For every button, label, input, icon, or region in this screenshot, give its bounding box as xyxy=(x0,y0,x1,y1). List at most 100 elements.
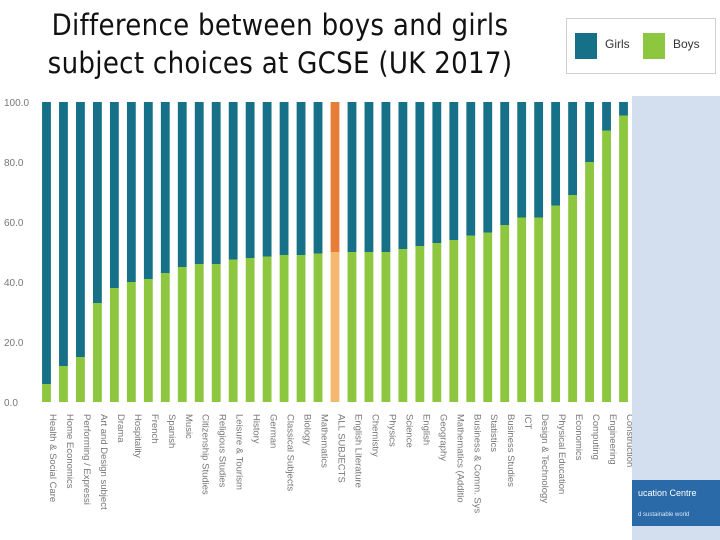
x-tick-label: Citizenship Studies xyxy=(200,414,211,495)
bar-boys xyxy=(551,205,561,402)
title-line-2: subject choices at GCSE (UK 2017) xyxy=(47,46,513,80)
legend-label-boys: Boys xyxy=(673,37,700,51)
bar-boys xyxy=(194,264,204,402)
x-tick-label: ALL SUBJECTS xyxy=(336,414,347,483)
bar-girls xyxy=(517,102,527,218)
x-tick-label: Art and Design subject xyxy=(98,414,109,510)
bar-girls xyxy=(92,102,102,303)
x-tick-label: English xyxy=(420,414,431,445)
bar-girls xyxy=(279,102,289,255)
bar-girls xyxy=(126,102,136,282)
x-tick-label: Mathematics (Additio xyxy=(454,414,465,503)
bar-girls xyxy=(194,102,204,264)
legend-label-girls: Girls xyxy=(605,37,630,51)
bar-girls xyxy=(415,102,425,246)
x-tick-label: Home Economics xyxy=(64,414,75,489)
x-tick-label: Chemistry xyxy=(369,414,380,457)
x-tick-label: Design & Technology xyxy=(539,414,550,503)
x-tick-label: Physics xyxy=(386,414,397,447)
logo-text-line-2: d sustainable world xyxy=(638,512,690,518)
bar-girls xyxy=(228,102,238,260)
bar-boys xyxy=(42,384,51,402)
x-tick-label: ICT xyxy=(522,414,533,430)
x-tick-label: Leisure & Tourism xyxy=(234,414,245,490)
bar-boys xyxy=(449,240,459,402)
bar-boys xyxy=(398,249,408,402)
bar-boys xyxy=(466,235,476,402)
bar-boys xyxy=(534,217,544,402)
bar-girls xyxy=(262,102,272,257)
bar-boys xyxy=(228,259,238,402)
y-tick-label: 60.0 xyxy=(4,218,24,229)
bar-girls xyxy=(245,102,255,258)
x-tick-label: Business Studies xyxy=(505,414,516,487)
background-panel xyxy=(632,96,720,540)
bar-girls xyxy=(432,102,442,243)
bar-boys xyxy=(126,282,136,402)
x-tick-label: Religious Studies xyxy=(217,414,228,488)
y-tick-label: 80.0 xyxy=(4,158,24,169)
bar-girls xyxy=(568,102,578,195)
bar-boys xyxy=(143,279,153,402)
bar-girls xyxy=(313,102,323,254)
bar-boys xyxy=(517,217,527,402)
bar-boys xyxy=(364,252,374,402)
x-tick-label: Geography xyxy=(437,414,448,461)
bar-girls xyxy=(500,102,510,225)
bar-girls xyxy=(160,102,170,273)
bar-boys xyxy=(568,195,578,402)
bar-boys xyxy=(160,273,170,402)
bar-girls xyxy=(398,102,408,249)
bar-girls xyxy=(76,102,85,357)
bar-girls xyxy=(347,102,357,252)
chart-title: Difference between boys and girls subjec… xyxy=(0,6,560,82)
x-tick-label: Classical Subjects xyxy=(285,414,296,491)
x-tick-label: French xyxy=(149,414,160,444)
bar-boys xyxy=(381,252,391,402)
bar-girls xyxy=(619,102,628,116)
x-tick-label: Construction xyxy=(624,414,632,467)
x-tick-label: Drama xyxy=(115,414,126,443)
bar-girls xyxy=(177,102,187,267)
title-line-1: Difference between boys and girls xyxy=(51,8,509,42)
education-centre-logo: ucation Centre d sustainable world xyxy=(632,480,720,526)
bar-boys xyxy=(109,288,119,402)
x-tick-label: Engineering xyxy=(607,414,618,465)
bar-boys xyxy=(415,246,425,402)
bar-girls xyxy=(330,102,340,252)
bar-boys xyxy=(177,267,187,402)
bar-girls xyxy=(296,102,306,255)
bar-girls xyxy=(449,102,459,240)
x-tick-label: Health & Social Care xyxy=(47,414,58,502)
bar-boys xyxy=(330,252,340,402)
x-tick-label: English Literature xyxy=(352,414,363,488)
bar-girls xyxy=(585,102,594,162)
bar-boys xyxy=(347,252,357,402)
bar-boys xyxy=(602,130,611,402)
bar-boys xyxy=(279,255,289,402)
legend-swatch-boys xyxy=(643,33,665,59)
y-tick-label: 20.0 xyxy=(4,338,24,349)
bar-boys xyxy=(313,253,323,402)
x-tick-label: Spanish xyxy=(166,414,177,448)
bar-girls xyxy=(466,102,476,236)
bar-boys xyxy=(211,264,221,402)
bar-girls xyxy=(381,102,391,252)
x-tick-label: Business & Comm. Sys xyxy=(471,414,482,513)
x-tick-label: Mathematics xyxy=(319,414,330,468)
bar-boys xyxy=(585,162,594,402)
x-tick-label: Statistics xyxy=(488,414,499,452)
bar-girls xyxy=(534,102,544,218)
x-tick-label: Science xyxy=(403,414,414,448)
bar-girls xyxy=(42,102,51,384)
x-tick-label: Economics xyxy=(573,414,584,461)
bar-boys xyxy=(262,256,272,402)
bar-boys xyxy=(92,303,102,402)
legend-swatch-girls xyxy=(575,33,597,59)
bar-girls xyxy=(59,102,68,366)
x-tick-label: German xyxy=(268,414,279,448)
chart-legend: Girls Boys xyxy=(566,18,716,74)
logo-text-line-1: ucation Centre xyxy=(638,488,697,498)
bar-boys xyxy=(296,255,306,402)
y-tick-label: 100.0 xyxy=(4,98,29,109)
